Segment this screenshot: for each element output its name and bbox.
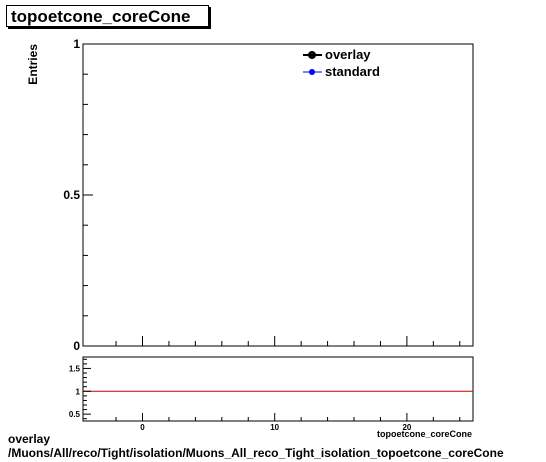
y-tick-label: 0.5: [63, 188, 80, 202]
ratio-plot-frame: [82, 356, 474, 422]
legend-entry-standard: standard: [303, 64, 380, 79]
legend-overlay-label: overlay: [325, 47, 371, 62]
footer-label: overlay: [8, 432, 51, 446]
legend-standard-marker: [309, 69, 315, 75]
ratio-y-tick-label: 0.5: [69, 410, 81, 419]
y-tick-label: 0: [73, 339, 80, 353]
legend-overlay-marker: [308, 51, 316, 59]
y-tick-label: 1: [73, 37, 80, 51]
ratio-y-tick-label: 1.5: [69, 364, 81, 373]
main-plot-frame: [82, 43, 474, 347]
footer-path: /Muons/All/reco/Tight/isolation/Muons_Al…: [8, 446, 504, 460]
y-axis-label: Entries: [26, 44, 40, 85]
ratio-y-tick-label: 1: [76, 387, 81, 396]
main-x-axis: [115, 336, 461, 346]
ratio-x-tick-label: 10: [270, 423, 279, 432]
ratio-x-tick-label: 20: [402, 423, 411, 432]
chart-title: topoetcone_coreCone: [6, 5, 209, 27]
ratio-x-axis: 0 10 20: [115, 413, 461, 432]
legend-entry-overlay: overlay: [303, 47, 371, 62]
main-y-axis: 00.51: [63, 37, 93, 353]
ratio-y-axis: 0.5 1 1.5: [69, 358, 91, 420]
legend: overlay standard: [303, 47, 380, 79]
ratio-x-axis-label: topoetcone_coreCone: [377, 429, 472, 439]
legend-standard-label: standard: [325, 64, 380, 79]
ratio-x-tick-label: 0: [140, 423, 145, 432]
